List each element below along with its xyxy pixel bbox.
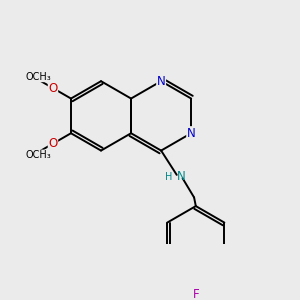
Text: OCH₃: OCH₃ [25, 150, 51, 160]
Text: F: F [193, 288, 199, 300]
Text: N: N [157, 75, 166, 88]
Text: O: O [48, 137, 58, 150]
Text: OCH₃: OCH₃ [25, 72, 51, 82]
Text: H: H [165, 172, 172, 182]
Text: N: N [177, 170, 186, 183]
Text: O: O [48, 82, 58, 94]
Text: N: N [187, 127, 196, 140]
